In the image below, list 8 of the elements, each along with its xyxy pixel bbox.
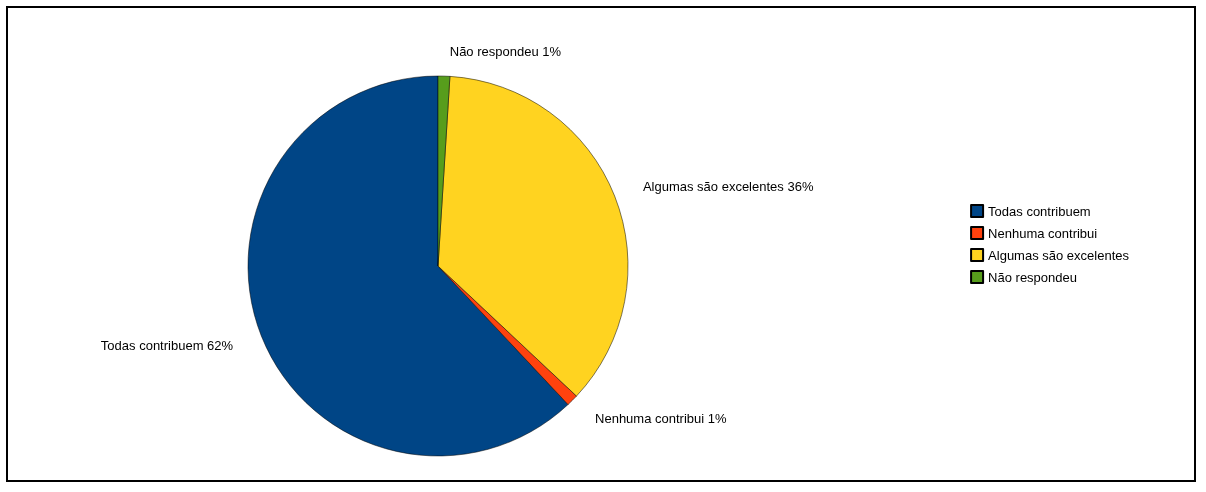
data-label: Todas contribuem 62% — [100, 337, 234, 353]
legend-label: Não respondeu — [988, 269, 1077, 285]
legend-label: Algumas são excelentes — [988, 247, 1130, 263]
data-label: Algumas são excelentes 36% — [642, 179, 814, 195]
data-label: Não respondeu 1% — [449, 43, 562, 59]
legend-label: Nenhuma contribui — [988, 225, 1098, 241]
data-label: Nenhuma contribui 1% — [595, 410, 727, 426]
legend-label: Todas contribuem — [988, 203, 1091, 219]
